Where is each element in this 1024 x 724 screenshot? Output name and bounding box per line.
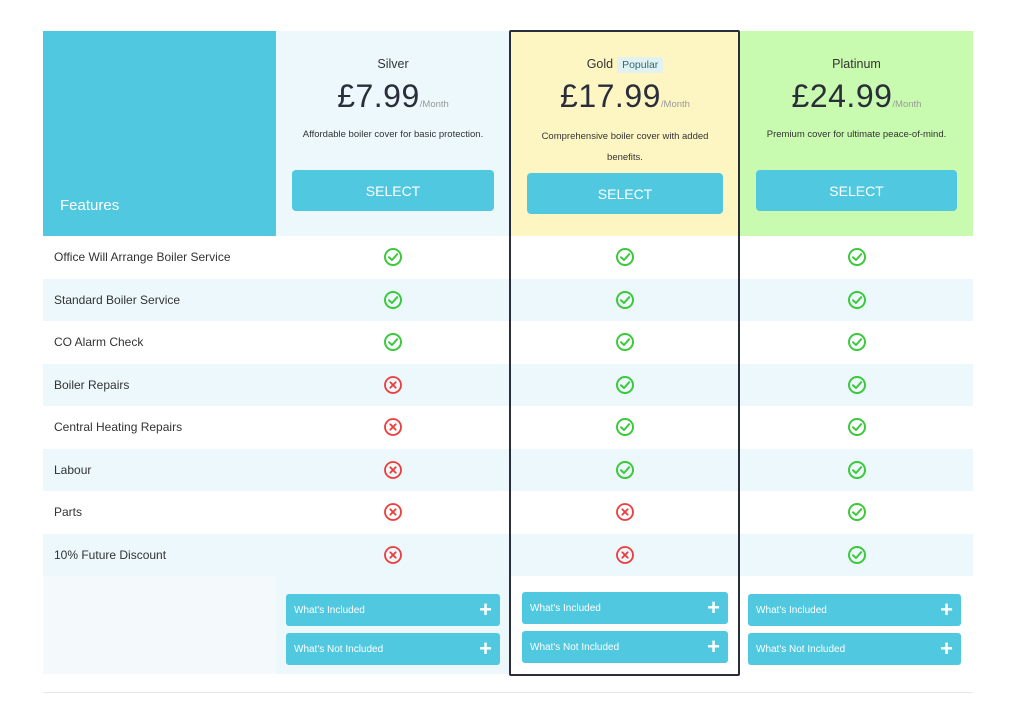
feature-label: Labour — [54, 462, 92, 477]
feature-row: Standard Boiler Service — [43, 278, 973, 321]
whats-included-gold[interactable]: What's Included + — [522, 592, 728, 624]
feature-label: Boiler Repairs — [54, 377, 130, 392]
whats-included-silver[interactable]: What's Included + — [286, 594, 500, 626]
check-circle-icon — [847, 290, 867, 310]
plan-description: Affordable boiler cover for basic protec… — [302, 129, 484, 140]
divider — [43, 692, 973, 693]
check-circle-icon — [383, 247, 403, 267]
feature-row: Parts — [43, 491, 973, 534]
accordion-row: What's Included + What's Not Included + Wh… — [43, 576, 973, 674]
plan-price: £24.99 — [791, 78, 893, 114]
popular-badge: Popular — [617, 57, 664, 73]
plan-name: Platinum — [832, 57, 881, 71]
feature-label: Standard Boiler Service — [54, 292, 181, 307]
plus-icon: + — [479, 597, 492, 622]
whats-not-included-silver[interactable]: What's Not Included + — [286, 633, 500, 665]
x-circle-icon — [383, 460, 403, 480]
features-header-cell: Features — [43, 31, 276, 236]
plus-icon: + — [707, 634, 720, 659]
plan-gold: Gold Popular £17.99/Month Comprehensive b… — [510, 31, 740, 236]
check-circle-icon — [615, 375, 635, 395]
pricing-table: Features Silver £7.99/Month Affordable b… — [43, 31, 973, 674]
plan-description: Premium cover for ultimate peace-of-mind… — [766, 129, 947, 140]
feature-label: 10% Future Discount — [54, 547, 167, 562]
feature-label: CO Alarm Check — [54, 335, 144, 350]
plan-price: £7.99 — [337, 78, 420, 114]
check-circle-icon — [847, 502, 867, 522]
feature-label: Central Heating Repairs — [54, 420, 183, 435]
whats-not-included-gold[interactable]: What's Not Included + — [522, 631, 728, 663]
select-gold-button[interactable]: SELECT — [527, 173, 723, 214]
plan-name: Silver — [377, 57, 409, 71]
plan-name: Gold Popular — [510, 57, 740, 73]
feature-label: Office Will Arrange Boiler Service — [54, 250, 231, 265]
check-circle-icon — [847, 332, 867, 352]
feature-rows: Office Will Arrange Boiler Service Standa… — [43, 236, 973, 576]
check-circle-icon — [847, 460, 867, 480]
plus-icon: + — [479, 636, 492, 661]
price-period: /Month — [892, 99, 922, 110]
plus-icon: + — [940, 636, 953, 661]
whats-included-platinum[interactable]: What's Included + — [748, 594, 961, 626]
x-circle-icon — [383, 417, 403, 437]
plus-icon: + — [707, 595, 720, 620]
select-platinum-button[interactable]: SELECT — [756, 170, 957, 211]
feature-label: Parts — [54, 505, 83, 520]
check-circle-icon — [383, 332, 403, 352]
feature-row: Office Will Arrange Boiler Service — [43, 236, 973, 279]
check-circle-icon — [615, 290, 635, 310]
feature-row: Boiler Repairs — [43, 363, 973, 406]
plan-description: Comprehensive boiler cover with added be… — [541, 131, 709, 163]
check-circle-icon — [615, 417, 635, 437]
plan-platinum: Platinum £24.99/Month Premium cover for … — [740, 31, 973, 236]
x-circle-icon — [383, 502, 403, 522]
feature-row: CO Alarm Check — [43, 321, 973, 364]
check-circle-icon — [847, 417, 867, 437]
check-circle-icon — [615, 460, 635, 480]
plan-silver: Silver £7.99/Month Affordable boiler cov… — [276, 31, 510, 236]
feature-row: 10% Future Discount — [43, 533, 973, 576]
feature-row: Labour — [43, 448, 973, 491]
check-circle-icon — [615, 332, 635, 352]
plan-price: £17.99 — [560, 78, 661, 114]
x-circle-icon — [383, 545, 403, 565]
x-circle-icon — [383, 375, 403, 395]
x-circle-icon — [615, 502, 635, 522]
features-header-label: Features — [60, 197, 120, 214]
select-silver-button[interactable]: SELECT — [292, 170, 494, 211]
check-circle-icon — [847, 247, 867, 267]
check-circle-icon — [615, 247, 635, 267]
check-circle-icon — [847, 545, 867, 565]
pricing-header-row: Features Silver £7.99/Month Affordable b… — [43, 31, 973, 236]
plus-icon: + — [940, 597, 953, 622]
check-circle-icon — [383, 290, 403, 310]
price-period: /Month — [419, 99, 449, 110]
x-circle-icon — [615, 545, 635, 565]
feature-row: Central Heating Repairs — [43, 406, 973, 449]
price-period: /Month — [660, 99, 690, 110]
check-circle-icon — [847, 375, 867, 395]
whats-not-included-platinum[interactable]: What's Not Included + — [748, 633, 961, 665]
